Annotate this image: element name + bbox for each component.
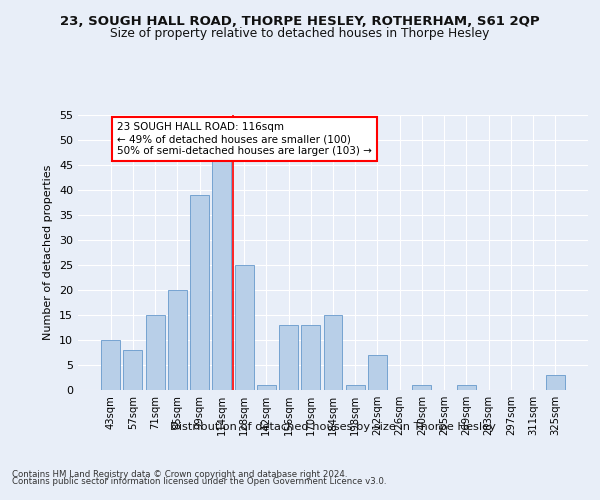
Text: 23 SOUGH HALL ROAD: 116sqm
← 49% of detached houses are smaller (100)
50% of sem: 23 SOUGH HALL ROAD: 116sqm ← 49% of deta… xyxy=(118,122,372,156)
Bar xyxy=(412,385,431,390)
Bar xyxy=(457,385,476,390)
Bar xyxy=(168,290,187,390)
Bar xyxy=(301,325,320,390)
Bar xyxy=(235,265,254,390)
Bar xyxy=(146,315,164,390)
Bar xyxy=(124,350,142,390)
Text: Contains public sector information licensed under the Open Government Licence v3: Contains public sector information licen… xyxy=(12,478,386,486)
Bar xyxy=(368,355,387,390)
Bar xyxy=(212,160,231,390)
Bar xyxy=(279,325,298,390)
Text: Size of property relative to detached houses in Thorpe Hesley: Size of property relative to detached ho… xyxy=(110,28,490,40)
Bar xyxy=(190,195,209,390)
Text: 23, SOUGH HALL ROAD, THORPE HESLEY, ROTHERHAM, S61 2QP: 23, SOUGH HALL ROAD, THORPE HESLEY, ROTH… xyxy=(60,15,540,28)
Bar xyxy=(546,375,565,390)
Y-axis label: Number of detached properties: Number of detached properties xyxy=(43,165,53,340)
Bar xyxy=(257,385,276,390)
Bar xyxy=(323,315,343,390)
Text: Contains HM Land Registry data © Crown copyright and database right 2024.: Contains HM Land Registry data © Crown c… xyxy=(12,470,347,479)
Bar xyxy=(101,340,120,390)
Text: Distribution of detached houses by size in Thorpe Hesley: Distribution of detached houses by size … xyxy=(170,422,496,432)
Bar xyxy=(346,385,365,390)
